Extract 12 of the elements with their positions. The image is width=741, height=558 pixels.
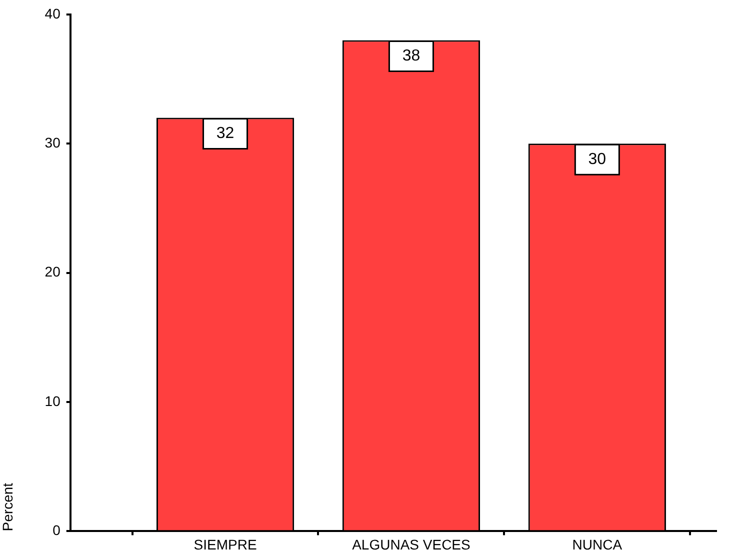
x-tick-label: SIEMPRE — [194, 536, 257, 552]
data-label: 32 — [216, 125, 234, 142]
x-tick-label: ALGUNAS VECES — [352, 536, 470, 552]
data-label: 38 — [402, 48, 420, 65]
y-tick-label: 20 — [44, 264, 61, 280]
y-tick-label: 0 — [52, 522, 61, 538]
y-tick-label: 40 — [44, 5, 61, 22]
data-label: 30 — [588, 151, 606, 168]
y-tick-label: 30 — [44, 134, 61, 150]
x-tick-label: NUNCA — [572, 536, 623, 552]
y-axis-title: Percent — [0, 482, 16, 532]
y-tick-label: 10 — [44, 392, 61, 409]
